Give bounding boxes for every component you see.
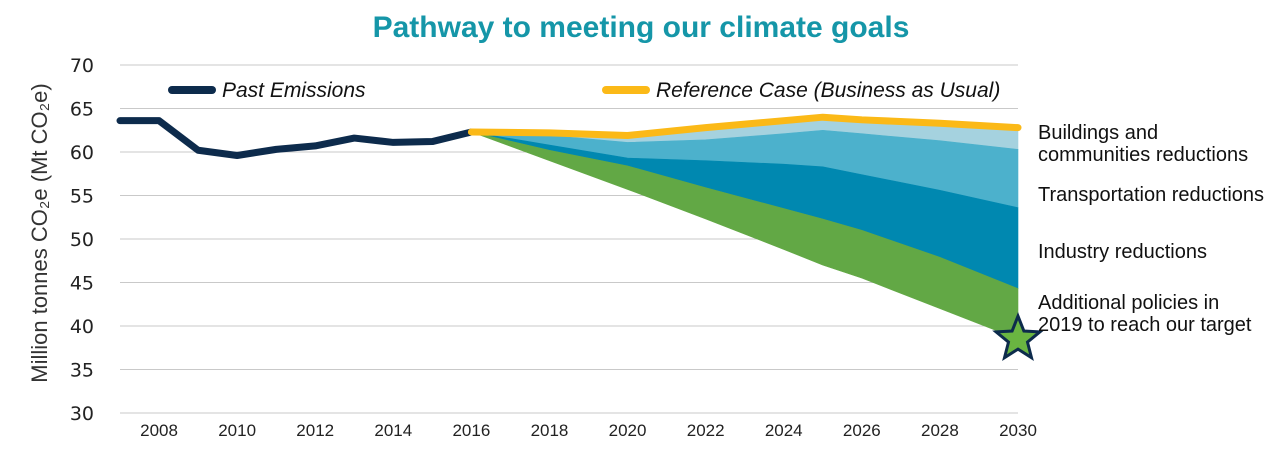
chart-title: Pathway to meeting our climate goals (373, 11, 910, 44)
annotation-line: Additional policies in (1038, 292, 1219, 314)
y-tick-label: 65 (70, 99, 94, 121)
annotation-line: Transportation reductions (1038, 184, 1264, 206)
x-tick-label: 2018 (531, 421, 569, 440)
past-emissions-line (116, 117, 475, 159)
x-tick-label: 2008 (140, 421, 178, 440)
x-tick-label: 2014 (374, 421, 412, 440)
y-tick-label: 50 (70, 229, 94, 251)
area-annotation: Transportation reductions (1038, 184, 1264, 206)
annotation-line: Industry reductions (1038, 241, 1207, 263)
x-tick-label: 2020 (609, 421, 647, 440)
y-tick-label: 70 (70, 55, 94, 77)
annotation-line: communities reductions (1038, 144, 1248, 166)
y-tick-label: 60 (70, 142, 94, 164)
y-axis-ticks: 30 35 40 45 50 55 60 65 70 (70, 55, 94, 425)
x-axis-ticks: 2008 2010 2012 2014 2016 2018 2020 2022 2024 2026… (140, 421, 1037, 440)
x-tick-label: 2024 (765, 421, 803, 440)
y-tick-label: 35 (70, 360, 94, 382)
legend-label: Past Emissions (222, 79, 366, 102)
y-tick-label: 40 (70, 316, 94, 338)
x-tick-label: 2010 (218, 421, 256, 440)
legend-label: Reference Case (Business as Usual) (656, 79, 1000, 102)
y-axis-label: Million tonnes CO₂e (Mt CO₂e) (27, 83, 52, 383)
area-annotation: Buildings and communities reductions (1038, 122, 1248, 166)
area-annotation: Industry reductions (1038, 241, 1207, 263)
target-star-icon (992, 312, 1044, 362)
legend: Past Emissions Reference Case (Business a… (168, 79, 1000, 102)
x-tick-label: 2030 (999, 421, 1037, 440)
x-tick-label: 2022 (687, 421, 725, 440)
annotation-line: 2019 to reach our target (1038, 314, 1252, 336)
target-marker-group (992, 312, 1044, 362)
reduction-areas (471, 116, 1019, 340)
series-lines (116, 113, 1022, 159)
x-tick-label: 2028 (921, 421, 959, 440)
y-tick-label: 55 (70, 186, 94, 208)
annotation-line: Buildings and (1038, 122, 1158, 144)
reference-case-line (467, 113, 1022, 139)
x-tick-label: 2016 (452, 421, 490, 440)
x-tick-label: 2026 (843, 421, 881, 440)
y-tick-label: 30 (70, 403, 94, 425)
x-tick-label: 2012 (296, 421, 334, 440)
y-tick-label: 45 (70, 273, 94, 295)
area-annotations: Buildings and communities reductions Trans… (1038, 122, 1264, 336)
area-annotation: Additional policies in 2019 to reach our … (1038, 292, 1252, 336)
